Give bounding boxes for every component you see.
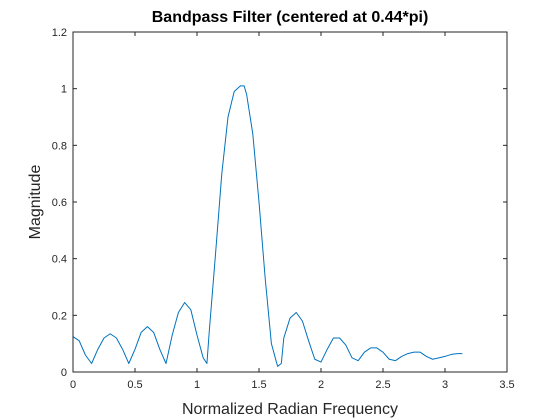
x-axis-label: Normalized Radian Frequency	[182, 401, 398, 418]
y-tick-label: 0.8	[52, 140, 67, 152]
y-tick-label: 0.2	[52, 310, 67, 322]
y-tick-label: 1.2	[52, 27, 67, 39]
x-tick-label: 1	[194, 379, 200, 391]
y-tick-label: 0	[61, 367, 67, 379]
y-axis-label: Magnitude	[27, 165, 44, 240]
chart-title: Bandpass Filter (centered at 0.44*pi)	[152, 9, 429, 26]
x-tick-label: 2	[318, 379, 324, 391]
y-tick-label: 0.6	[52, 197, 67, 209]
x-tick-label: 2.5	[375, 379, 390, 391]
y-tick-label: 0.4	[52, 254, 67, 266]
x-tick-label: 0	[70, 379, 76, 391]
x-tick-label: 3	[442, 379, 448, 391]
x-tick-label: 1.5	[251, 379, 266, 391]
x-tick-label: 0.5	[127, 379, 142, 391]
plot-background	[73, 32, 507, 372]
x-tick-label: 3.5	[499, 379, 514, 391]
y-tick-label: 1	[61, 84, 67, 96]
